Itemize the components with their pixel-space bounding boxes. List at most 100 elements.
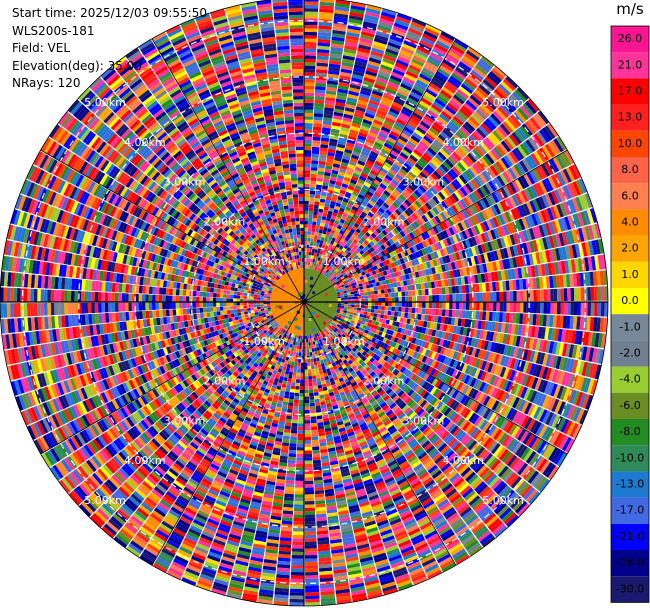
radar-gate bbox=[350, 8, 365, 15]
radar-gate bbox=[304, 48, 317, 53]
radar-gate bbox=[314, 483, 324, 488]
radar-gate bbox=[313, 116, 323, 121]
radar-gate bbox=[433, 242, 440, 251]
radar-gate bbox=[294, 487, 304, 492]
radar-gate bbox=[496, 86, 509, 99]
radar-gate bbox=[517, 385, 525, 398]
radar-gate bbox=[391, 71, 404, 80]
radar-gate bbox=[392, 321, 397, 327]
radar-gate bbox=[428, 308, 433, 315]
radar-gate bbox=[443, 198, 451, 208]
radar-gate bbox=[427, 200, 435, 209]
radar-gate bbox=[294, 504, 304, 508]
radar-gate bbox=[342, 155, 351, 161]
radar-gate bbox=[544, 177, 554, 192]
radar-gate bbox=[304, 173, 311, 178]
radar-gate bbox=[342, 117, 353, 123]
radar-gate bbox=[475, 213, 483, 223]
radar-gate bbox=[376, 335, 382, 340]
radar-gate bbox=[493, 176, 503, 189]
radar-gate bbox=[436, 273, 441, 281]
radar-gate bbox=[298, 352, 302, 356]
radar-gate bbox=[359, 231, 365, 237]
radar-gate bbox=[359, 175, 367, 182]
radar-gate bbox=[328, 271, 333, 276]
radar-gate bbox=[356, 247, 362, 253]
radar-gate bbox=[594, 223, 602, 239]
radar-gate bbox=[470, 319, 476, 329]
radar-gate bbox=[421, 355, 428, 363]
radar-gate bbox=[383, 142, 393, 150]
radar-gate bbox=[409, 61, 423, 70]
radar-gate bbox=[359, 37, 373, 44]
radar-gate bbox=[474, 161, 484, 173]
radar-gate bbox=[555, 233, 562, 247]
radar-gate bbox=[473, 338, 480, 348]
radar-gate bbox=[472, 214, 480, 225]
radar-gate bbox=[406, 318, 411, 324]
radar-gate bbox=[472, 265, 478, 275]
radar-gate bbox=[295, 352, 299, 356]
radar-gate bbox=[363, 217, 370, 223]
radar-gate bbox=[360, 172, 368, 179]
radar-gate bbox=[493, 146, 503, 159]
radar-gate bbox=[305, 575, 319, 579]
radar-gate bbox=[340, 186, 348, 192]
radar-gate bbox=[347, 318, 352, 323]
radar-gate bbox=[480, 103, 492, 115]
radar-gate bbox=[522, 336, 528, 349]
radar-gate bbox=[305, 335, 308, 340]
radar-gate bbox=[535, 239, 542, 252]
radar-gate bbox=[323, 259, 328, 264]
radar-gate bbox=[324, 171, 331, 177]
radar-gate bbox=[532, 364, 539, 377]
radar-gate bbox=[417, 103, 429, 112]
radar-gate bbox=[489, 302, 494, 312]
radar-gate bbox=[597, 302, 602, 317]
radar-gate bbox=[548, 221, 555, 235]
radar-gate bbox=[472, 148, 482, 159]
radar-gate bbox=[310, 177, 317, 181]
radar-gate bbox=[439, 272, 444, 280]
radar-gate bbox=[344, 173, 352, 179]
radar-gate bbox=[304, 396, 310, 400]
radar-gate bbox=[368, 57, 382, 64]
radar-gate bbox=[498, 142, 509, 155]
radar-gate bbox=[353, 202, 360, 209]
radar-gate bbox=[470, 69, 484, 81]
radar-gate bbox=[354, 318, 359, 323]
radar-gate bbox=[306, 244, 310, 249]
radar-gate bbox=[350, 320, 355, 324]
radar-gate bbox=[427, 281, 432, 289]
radar-gate bbox=[497, 125, 509, 138]
radar-gate bbox=[343, 292, 348, 296]
radar-gate bbox=[366, 190, 374, 197]
radar-gate bbox=[406, 196, 414, 205]
radar-gate bbox=[408, 253, 415, 261]
radar-gate bbox=[304, 447, 312, 451]
radar-gate bbox=[389, 222, 396, 230]
radar-gate bbox=[541, 327, 546, 340]
radar-gate bbox=[298, 416, 304, 421]
radar-gate bbox=[462, 327, 468, 336]
radar-gate bbox=[343, 244, 349, 250]
radar-gate bbox=[403, 103, 415, 112]
radar-gate bbox=[360, 320, 365, 325]
radar-gate bbox=[594, 302, 598, 317]
radar-gate bbox=[420, 340, 427, 348]
radar-gate bbox=[414, 210, 422, 219]
radar-gate bbox=[600, 254, 607, 270]
radar-gate bbox=[307, 265, 310, 269]
radar-gate bbox=[476, 200, 485, 211]
radar-gate bbox=[448, 286, 453, 294]
radar-gate bbox=[402, 106, 413, 115]
radar-gate bbox=[311, 365, 315, 370]
radar-gate bbox=[304, 383, 309, 387]
radar-gate bbox=[351, 77, 363, 84]
radar-gate bbox=[421, 169, 431, 178]
radar-gate bbox=[416, 126, 427, 135]
radar-gate bbox=[363, 311, 368, 316]
radar-gate bbox=[412, 237, 419, 245]
radar-gate bbox=[368, 235, 374, 241]
radar-gate bbox=[345, 313, 350, 317]
